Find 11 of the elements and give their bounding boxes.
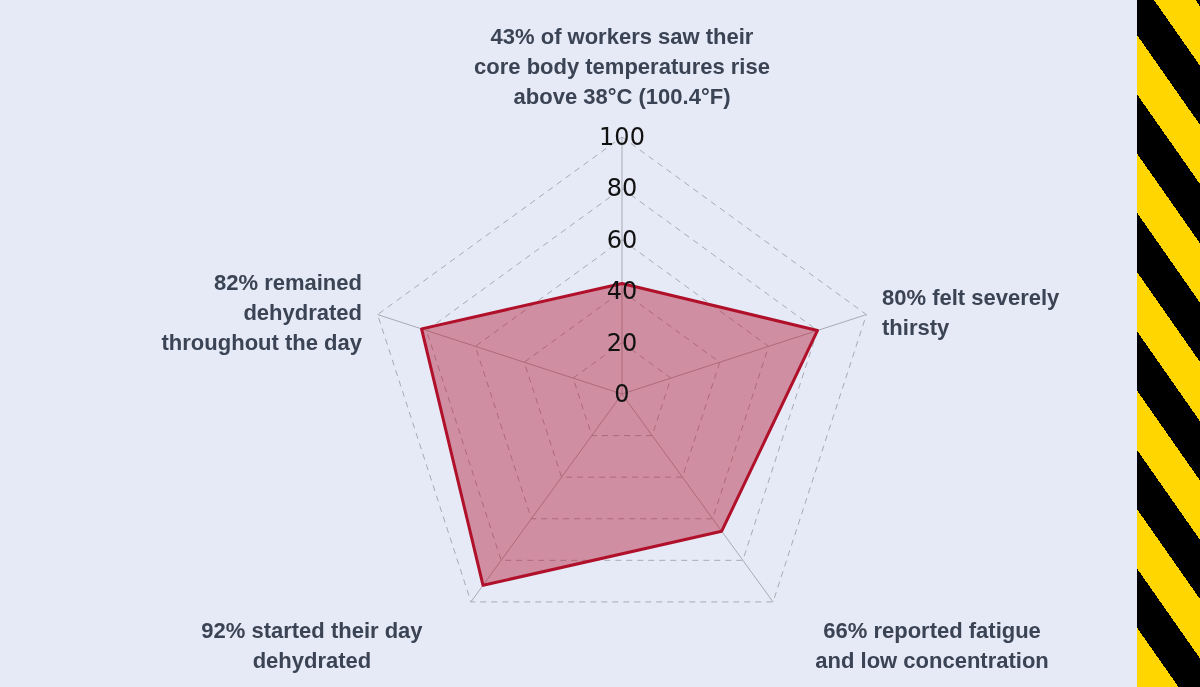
y-tick-label: 0	[614, 380, 630, 408]
y-tick-label: 40	[606, 277, 638, 306]
spoke-label: 43% of workers saw their core body temperatures rise above 38°C (100.4°F)	[474, 24, 770, 109]
y-tick-label: 60	[606, 225, 638, 254]
spoke-label: 66% reported fatigue and low concentration	[815, 618, 1049, 674]
y-tick-label: 100	[599, 123, 645, 151]
spoke-label: 92% started their day dehydrated	[201, 618, 424, 674]
spoke-label: 80% felt severely thirsty	[882, 285, 1061, 341]
y-tick-label: 80	[606, 174, 638, 203]
y-tick-label: 20	[606, 328, 638, 357]
spoke-label: 82% remained dehydrated throughout the day	[161, 270, 363, 356]
